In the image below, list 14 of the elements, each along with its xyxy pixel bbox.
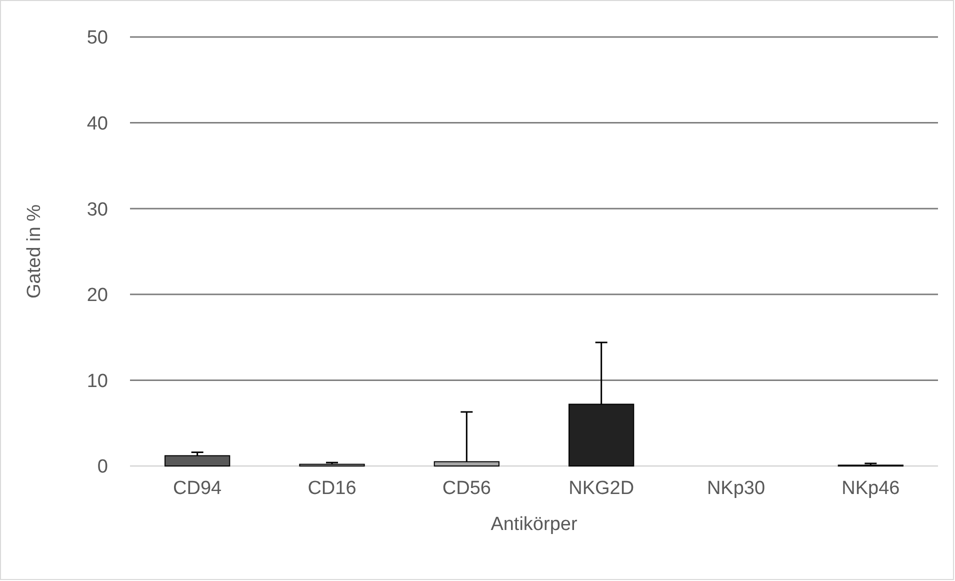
- y-tick-label: 0: [97, 456, 108, 478]
- y-axis-title: Gated in %: [24, 204, 45, 298]
- x-tick-label: CD94: [173, 478, 222, 499]
- y-tick-label: 30: [86, 199, 108, 220]
- x-tick-label: CD56: [442, 478, 491, 499]
- x-tick-label: NKp46: [842, 478, 900, 499]
- x-tick-label: CD16: [308, 478, 356, 499]
- y-tick-label: 50: [86, 28, 108, 49]
- y-tick-label: 10: [86, 370, 108, 392]
- x-tick-label: NKG2D: [568, 478, 634, 499]
- x-axis-title: Antikörper: [490, 514, 578, 535]
- y-tick-label: 20: [86, 285, 108, 306]
- y-tick-label: 40: [86, 113, 108, 134]
- x-tick-label: NKp30: [706, 478, 766, 499]
